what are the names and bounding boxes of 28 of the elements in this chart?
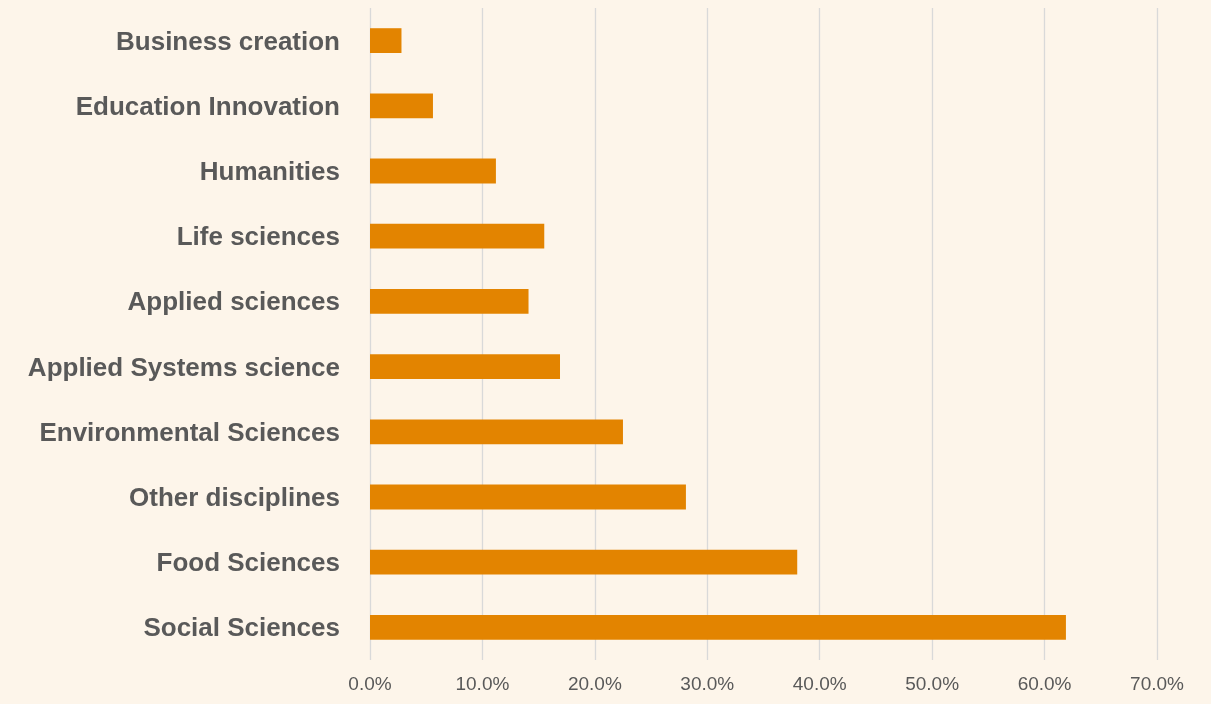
bar <box>370 354 560 379</box>
y-tick-label: Environmental Sciences <box>39 416 340 447</box>
bar <box>370 549 798 575</box>
bar <box>370 93 433 119</box>
bar <box>370 484 686 510</box>
x-tick-label: 50.0% <box>905 673 960 694</box>
y-tick-label: Social Sciences <box>143 612 340 643</box>
x-tick-label: 70.0% <box>1130 673 1185 694</box>
y-tick-label: Life sciences <box>176 221 340 252</box>
x-tick-label: 30.0% <box>680 673 735 694</box>
bar <box>370 419 623 445</box>
y-tick-label: Applied sciences <box>127 286 340 317</box>
bar <box>370 289 529 314</box>
x-tick-label: 10.0% <box>455 673 510 694</box>
x-tick-label: 60.0% <box>1017 673 1072 694</box>
bar <box>370 615 1066 640</box>
x-tick-label: 20.0% <box>567 673 622 694</box>
y-tick-label: Other disciplines <box>129 482 340 512</box>
bar <box>370 158 496 184</box>
y-tick-label: Education Innovation <box>75 90 340 121</box>
y-tick-label: Food Sciences <box>156 547 340 578</box>
y-tick-label: Humanities <box>199 156 340 186</box>
y-tick-label: Applied Systems science <box>27 351 340 382</box>
bar <box>370 28 402 53</box>
y-tick-label: Business creation <box>116 25 340 56</box>
bar <box>370 223 545 249</box>
x-tick-label: 40.0% <box>792 673 847 694</box>
x-tick-label: 0.0% <box>348 673 392 694</box>
